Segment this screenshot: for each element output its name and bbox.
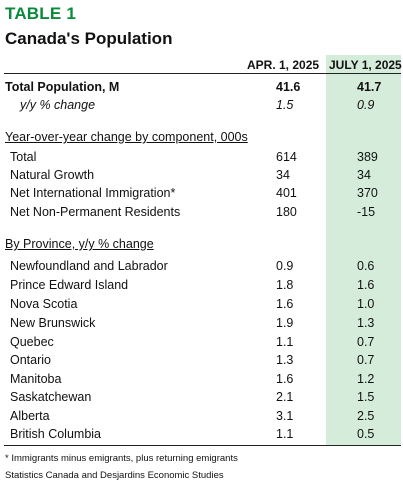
table-row: Newfoundland and Labrador 0.9 0.6 <box>0 259 403 277</box>
value-july: 1.2 <box>357 372 375 386</box>
table-row: Prince Edward Island 1.8 1.6 <box>0 278 403 296</box>
row-label: Ontario <box>10 353 51 367</box>
value-july: -15 <box>357 205 376 219</box>
value-apr: 1.1 <box>276 335 294 349</box>
row-label: Total Population, M <box>5 80 120 94</box>
value-apr: 1.5 <box>276 98 294 112</box>
row-label: Natural Growth <box>10 168 95 182</box>
table-label: TABLE 1 <box>5 4 76 23</box>
column-header-july: JULY 1, 2025 <box>329 58 402 72</box>
table-row: Quebec 1.1 0.7 <box>0 335 403 353</box>
value-apr: 1.8 <box>276 278 294 292</box>
value-july: 1.5 <box>357 390 375 404</box>
value-apr: 1.3 <box>276 353 294 367</box>
value-july: 0.9 <box>357 98 375 112</box>
footer-rule <box>4 445 401 446</box>
row-label: New Brunswick <box>10 316 96 330</box>
row-label: British Columbia <box>10 427 102 441</box>
value-july: 1.0 <box>357 297 375 311</box>
value-july: 34 <box>357 168 371 182</box>
table-row: Net Non-Permanent Residents 180 -15 <box>0 205 403 223</box>
column-header-apr: APR. 1, 2025 <box>247 58 320 72</box>
table-row: Manitoba 1.6 1.2 <box>0 372 403 390</box>
value-apr: 401 <box>276 186 297 200</box>
value-apr: 0.9 <box>276 259 294 273</box>
table-row: Net International Immigration* 401 370 <box>0 186 403 204</box>
source-note: Statistics Canada and Desjardins Economi… <box>5 470 224 481</box>
value-apr: 3.1 <box>276 409 294 423</box>
row-label: Newfoundland and Labrador <box>10 259 168 273</box>
table-row: Ontario 1.3 0.7 <box>0 353 403 371</box>
table-row: Saskatchewan 2.1 1.5 <box>0 390 403 408</box>
row-label: Quebec <box>10 335 54 349</box>
row-label: Prince Edward Island <box>10 278 129 292</box>
table-row: New Brunswick 1.9 1.3 <box>0 316 403 334</box>
value-apr: 1.1 <box>276 427 294 441</box>
value-july: 41.7 <box>357 80 382 94</box>
table-row: Natural Growth 34 34 <box>0 168 403 186</box>
table-row: Total 614 389 <box>0 150 403 168</box>
header-rule <box>4 73 401 74</box>
row-label: Saskatchewan <box>10 390 92 404</box>
footnote: * Immigrants minus emigrants, plus retur… <box>5 453 238 464</box>
row-label: Net Non-Permanent Residents <box>10 205 181 219</box>
value-apr: 614 <box>276 150 297 164</box>
value-july: 1.3 <box>357 316 375 330</box>
row-label: Alberta <box>10 409 50 423</box>
value-apr: 1.9 <box>276 316 294 330</box>
row-label: Total <box>10 150 37 164</box>
value-july: 370 <box>357 186 378 200</box>
row-label: y/y % change <box>20 98 96 112</box>
section-heading-provinces: By Province, y/y % change <box>5 237 154 251</box>
value-july: 389 <box>357 150 378 164</box>
table-row: British Columbia 1.1 0.5 <box>0 427 403 445</box>
value-july: 2.5 <box>357 409 375 423</box>
highlight-column <box>326 55 401 445</box>
section-heading-components: Year-over-year change by component, 000s <box>5 130 248 144</box>
row-label: Manitoba <box>10 372 62 386</box>
table-row: y/y % change 1.5 0.9 <box>0 98 403 116</box>
table-title: Canada's Population <box>5 29 173 48</box>
value-apr: 34 <box>276 168 290 182</box>
value-apr: 41.6 <box>276 80 301 94</box>
value-july: 0.5 <box>357 427 375 441</box>
value-apr: 1.6 <box>276 297 294 311</box>
value-july: 1.6 <box>357 278 375 292</box>
row-label: Nova Scotia <box>10 297 78 311</box>
table-row: Alberta 3.1 2.5 <box>0 409 403 427</box>
table-row: Total Population, M 41.6 41.7 <box>0 80 403 98</box>
value-july: 0.6 <box>357 259 375 273</box>
value-apr: 180 <box>276 205 297 219</box>
value-july: 0.7 <box>357 353 375 367</box>
table-row: Nova Scotia 1.6 1.0 <box>0 297 403 315</box>
row-label: Net International Immigration* <box>10 186 176 200</box>
value-apr: 1.6 <box>276 372 294 386</box>
value-july: 0.7 <box>357 335 375 349</box>
value-apr: 2.1 <box>276 390 294 404</box>
